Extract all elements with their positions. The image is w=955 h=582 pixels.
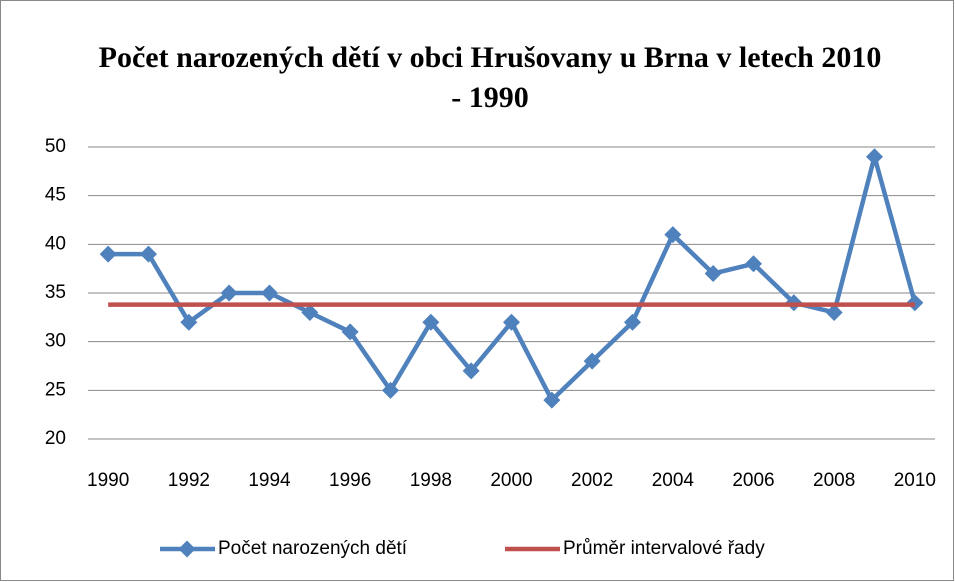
data-point [664,226,682,244]
data-point [825,303,843,321]
data-point [99,245,117,263]
legend-label: Průměr intervalové řady [563,538,765,559]
data-point [745,255,762,273]
data-point [140,245,157,263]
data-point [220,284,238,302]
legend-marker [178,540,196,558]
data-point [866,148,883,166]
data-point [382,381,399,399]
legend-label: Počet narozených dětí [218,538,408,559]
x-tick-label: 1994 [248,470,291,491]
x-tick-label: 1990 [87,470,129,491]
chart-title: Počet narozených dětí v obci Hrušovany u… [98,41,882,114]
y-tick-label: 25 [45,379,66,400]
y-tick-label: 30 [45,331,66,352]
y-tick-label: 35 [45,282,66,303]
data-point [704,265,722,283]
y-tick-label: 20 [45,428,66,449]
data-point [583,352,601,370]
x-tick-label: 2004 [652,470,695,491]
data-point [301,303,319,321]
y-tick-label: 50 [45,136,66,157]
x-tick-label: 2000 [490,470,532,491]
data-point [462,362,480,380]
y-tick-label: 45 [45,185,66,206]
x-tick-label: 1992 [168,470,210,491]
data-point [503,313,520,331]
x-tick-label: 1996 [329,470,371,491]
x-tick-label: 2002 [571,470,613,491]
x-tick-label: 2008 [813,470,855,491]
data-point [422,313,440,331]
x-tick-label: 2010 [894,470,936,491]
data-point [180,313,198,331]
data-point [624,313,641,331]
y-tick-label: 40 [45,233,66,254]
x-tick-label: 1998 [410,470,452,491]
data-point [261,284,278,302]
x-tick-label: 2006 [732,470,774,491]
data-point [341,323,359,341]
data-point [543,391,561,409]
